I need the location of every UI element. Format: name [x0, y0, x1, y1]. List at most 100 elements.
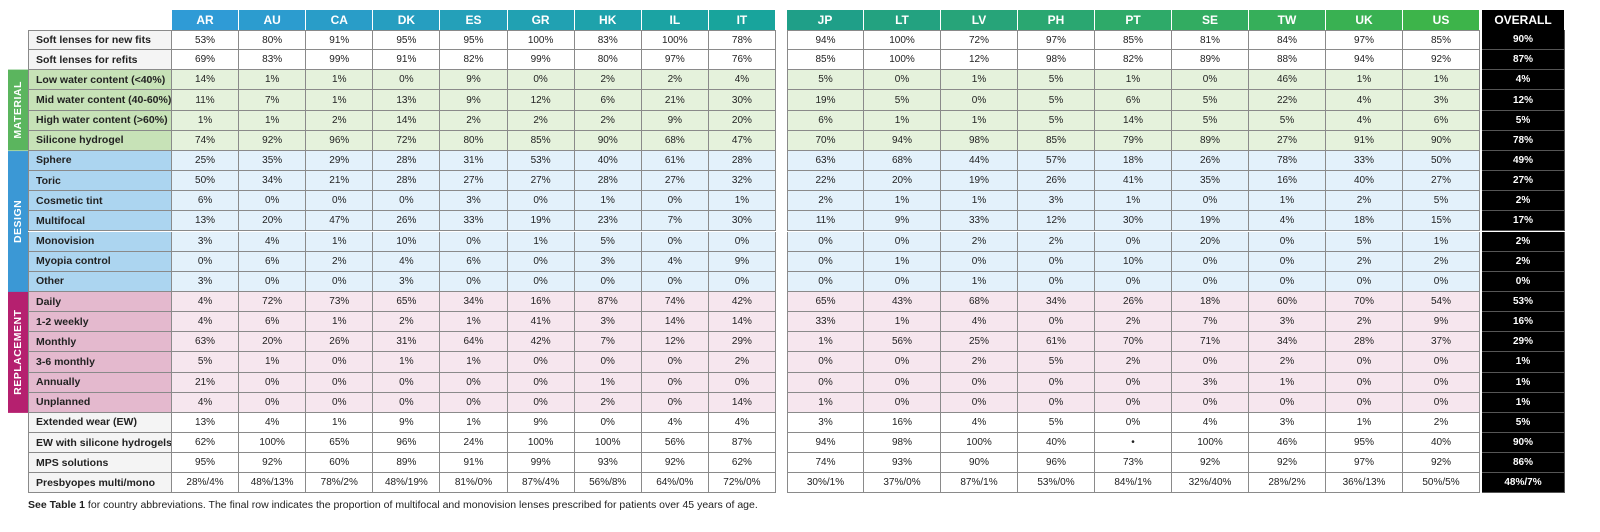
cell: 0% [1018, 251, 1095, 272]
cell: 83% [574, 30, 642, 51]
cell: 2% [574, 110, 642, 131]
cell: 87%/1% [941, 473, 1018, 494]
cell: 28%/4% [172, 473, 240, 494]
overall-cell: 29% [1482, 332, 1565, 353]
cell: 33% [941, 211, 1018, 232]
column-header: CA [306, 10, 374, 30]
cell: 94% [864, 130, 941, 151]
cell: 48%/19% [373, 473, 441, 494]
cell: 0% [941, 392, 1018, 413]
cell: 40% [1326, 171, 1403, 192]
column-header: IT [708, 10, 776, 30]
overall-cell: 86% [1482, 453, 1565, 474]
cell: 90% [941, 453, 1018, 474]
cell: 94% [787, 433, 864, 454]
cell: 5% [1018, 90, 1095, 111]
cell: 1% [239, 110, 307, 131]
cell: 99% [306, 50, 374, 71]
row-label: Presbyopes multi/mono [28, 473, 172, 494]
cell: 9% [864, 211, 941, 232]
column-header: PT [1095, 10, 1172, 30]
cell: 1% [1403, 70, 1480, 91]
cell: 70% [787, 130, 864, 151]
cell: 0% [864, 352, 941, 373]
cell: 90% [574, 130, 642, 151]
cell: 97% [641, 50, 709, 71]
cell: 76% [708, 50, 776, 71]
cell: 0% [641, 231, 709, 252]
cell: 2% [1095, 352, 1172, 373]
cell: 68% [641, 130, 709, 151]
cell: 4% [1326, 110, 1403, 131]
cell: 0% [1249, 271, 1326, 292]
cell: 1% [306, 312, 374, 333]
cell: 6% [574, 90, 642, 111]
cell: 85% [787, 50, 864, 71]
cell: 11% [787, 211, 864, 232]
cell: 4% [172, 392, 240, 413]
cell: 1% [941, 70, 1018, 91]
cell: 0% [306, 271, 374, 292]
cell: 19% [787, 90, 864, 111]
cell: 34% [1249, 332, 1326, 353]
cell: 40% [1018, 433, 1095, 454]
cell: 0% [172, 251, 240, 272]
cell: 0% [787, 352, 864, 373]
cell: 0% [864, 372, 941, 393]
row-label: Cosmetic tint [28, 191, 172, 212]
cell: 79% [1095, 130, 1172, 151]
row-label: Myopia control [28, 251, 172, 272]
row-label: Unplanned [28, 392, 172, 413]
cell: 100% [864, 50, 941, 71]
cell: 87%/4% [507, 473, 575, 494]
cell: 2% [941, 231, 1018, 252]
cell: 27% [1249, 130, 1326, 151]
cell: 0% [1018, 271, 1095, 292]
cell: 87% [708, 433, 776, 454]
column-header: IL [641, 10, 709, 30]
cell: 27% [641, 171, 709, 192]
cell: 13% [172, 412, 240, 433]
cell: 65% [787, 291, 864, 313]
cell: 4% [239, 231, 307, 252]
cell: 5% [1018, 70, 1095, 91]
overall-cell: 0% [1482, 271, 1565, 292]
cell: 100% [941, 433, 1018, 454]
cell: 69% [172, 50, 240, 71]
cell: 0% [574, 352, 642, 373]
cell: 0% [1095, 231, 1172, 252]
cell: 82% [440, 50, 508, 71]
cell: 0% [507, 271, 575, 292]
cell: 0% [239, 392, 307, 413]
cell: 20% [708, 110, 776, 131]
cell: 7% [239, 90, 307, 111]
cell: 92% [641, 453, 709, 474]
cell: 0% [641, 352, 709, 373]
cell: 78% [1249, 150, 1326, 172]
cell: 98% [864, 433, 941, 454]
cell: 100% [574, 433, 642, 454]
overall-cell: 17% [1482, 211, 1565, 232]
column-header: JP [787, 10, 864, 30]
cell: 100% [239, 433, 307, 454]
cell: 0% [507, 392, 575, 413]
row-label: Soft lenses for new fits [28, 30, 172, 51]
cell: 2% [1403, 412, 1480, 433]
cell: 3% [1018, 191, 1095, 212]
cell: 0% [1326, 392, 1403, 413]
cell: 1% [1095, 191, 1172, 212]
cell: 30% [1095, 211, 1172, 232]
cell: 3% [1249, 312, 1326, 333]
cell: 40% [574, 150, 642, 172]
row-label: Soft lenses for refits [28, 50, 172, 71]
cell: 72%/0% [708, 473, 776, 494]
group-label: DESIGN [8, 150, 28, 292]
cell: 29% [708, 332, 776, 353]
overall-cell: 5% [1482, 412, 1565, 433]
overall-cell: 48%/7% [1482, 473, 1565, 494]
cell: 0% [941, 372, 1018, 393]
cell: 7% [641, 211, 709, 232]
cell: 7% [1172, 312, 1249, 333]
cell: 4% [641, 412, 709, 433]
cell: 3% [1172, 372, 1249, 393]
